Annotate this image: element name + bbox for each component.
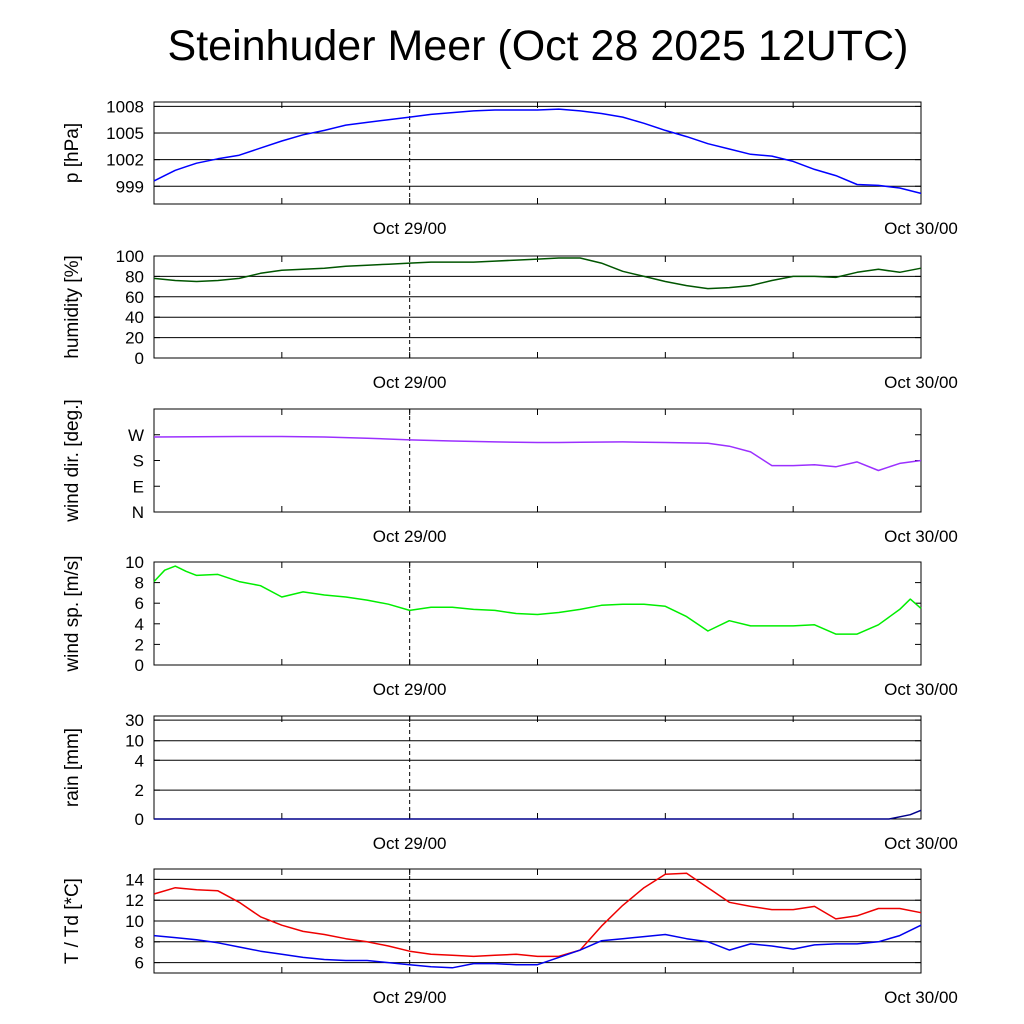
x-tick-label-pressure: Oct 30/00 [884, 219, 958, 238]
series-line-rain-0 [154, 809, 922, 820]
y-tick-label-humidity: 40 [125, 308, 144, 327]
y-tick-label-rain: 4 [135, 751, 144, 770]
series-line-humidity-0 [153, 257, 922, 290]
panel-rain: 0 2 410 30 Oct 29/00 Oct 30/00 rain [mm] [62, 711, 958, 853]
series-line-temperature-0 [153, 872, 922, 958]
y-tick-label-pressure: 1008 [106, 97, 144, 116]
y-tick-label-wind_speed: 0 [135, 656, 144, 675]
y-tick-label-temperature: 10 [125, 912, 144, 931]
y-axis-label-humidity: humidity [%] [62, 255, 83, 358]
y-tick-label-pressure: 999 [116, 177, 144, 196]
panel-wind-speed: 0 24 68 10 Oct 29/00 Oct 30/00 wind sp. [m/s] [62, 553, 958, 699]
y-axis-label-wind_speed: wind sp. [m/s] [62, 555, 83, 672]
y-tick-label-rain: 30 [125, 711, 144, 730]
y-tick-label-wind_dir: S [133, 452, 144, 471]
plot-frame-rain [153, 715, 922, 820]
y-tick-label-rain: 0 [135, 810, 144, 829]
y-tick-label-humidity: 0 [135, 349, 144, 368]
x-tick-label-humidity: Oct 29/00 [373, 373, 447, 392]
x-tick-label-temperature: Oct 30/00 [884, 988, 958, 1007]
y-tick-label-pressure: 1002 [106, 151, 144, 170]
plot-frame-wind_dir [153, 408, 922, 513]
y-tick-label-wind_speed: 10 [125, 553, 144, 572]
x-tick-label-humidity: Oct 30/00 [884, 373, 958, 392]
y-tick-label-wind_speed: 4 [135, 615, 144, 634]
series-line-wind_speed-0 [153, 565, 922, 635]
y-tick-label-wind_speed: 2 [135, 635, 144, 654]
y-axis-label-rain: rain [mm] [62, 728, 83, 807]
y-tick-label-wind_dir: N [132, 503, 144, 522]
y-tick-label-temperature: 12 [125, 891, 144, 910]
x-tick-label-wind_speed: Oct 29/00 [373, 680, 447, 699]
x-tick-label-temperature: Oct 29/00 [373, 988, 447, 1007]
series-line-temperature-1 [153, 924, 922, 969]
x-tick-label-rain: Oct 29/00 [373, 834, 447, 853]
y-axis-label-wind_dir: wind dir. [deg.] [62, 399, 83, 523]
y-tick-label-humidity: 60 [125, 288, 144, 307]
y-tick-label-wind_speed: 6 [135, 594, 144, 613]
plot-frame-humidity [153, 255, 922, 359]
y-tick-label-wind_speed: 8 [135, 574, 144, 593]
y-tick-label-temperature: 8 [135, 933, 144, 952]
x-tick-label-rain: Oct 30/00 [884, 834, 958, 853]
y-tick-label-humidity: 100 [116, 247, 144, 266]
x-tick-label-wind_dir: Oct 29/00 [373, 527, 447, 546]
y-tick-label-temperature: 6 [135, 954, 144, 973]
x-tick-label-wind_speed: Oct 30/00 [884, 680, 958, 699]
series-line-wind_dir-0 [153, 435, 922, 472]
y-tick-label-humidity: 20 [125, 329, 144, 348]
panel-pressure: 999 1002 1005 1008 Oct 29/00 Oct 30/00 p [hPa] [62, 97, 958, 238]
y-tick-label-rain: 10 [125, 732, 144, 751]
page-title: Steinhuder Meer (Oct 28 2025 12UTC) [167, 22, 909, 70]
panel-temperature: 6 8 10 12 14 Oct 29/00 Oct 30/00 T / Td [*C] [62, 868, 958, 1007]
y-tick-label-pressure: 1005 [106, 124, 144, 143]
series-line-pressure-0 [153, 108, 922, 195]
plot-frame-pressure [153, 101, 922, 205]
y-tick-label-rain: 2 [135, 781, 144, 800]
y-axis-label-pressure: p [hPa] [62, 123, 83, 183]
y-tick-label-temperature: 14 [125, 870, 144, 889]
y-axis-label-temperature: T / Td [*C] [62, 878, 83, 964]
plot-frame-wind_speed [153, 561, 922, 666]
y-tick-label-wind_dir: W [128, 426, 144, 445]
x-tick-label-pressure: Oct 29/00 [373, 219, 447, 238]
y-tick-label-humidity: 80 [125, 267, 144, 286]
x-tick-label-wind_dir: Oct 30/00 [884, 527, 958, 546]
y-tick-label-wind_dir: E [133, 477, 144, 496]
